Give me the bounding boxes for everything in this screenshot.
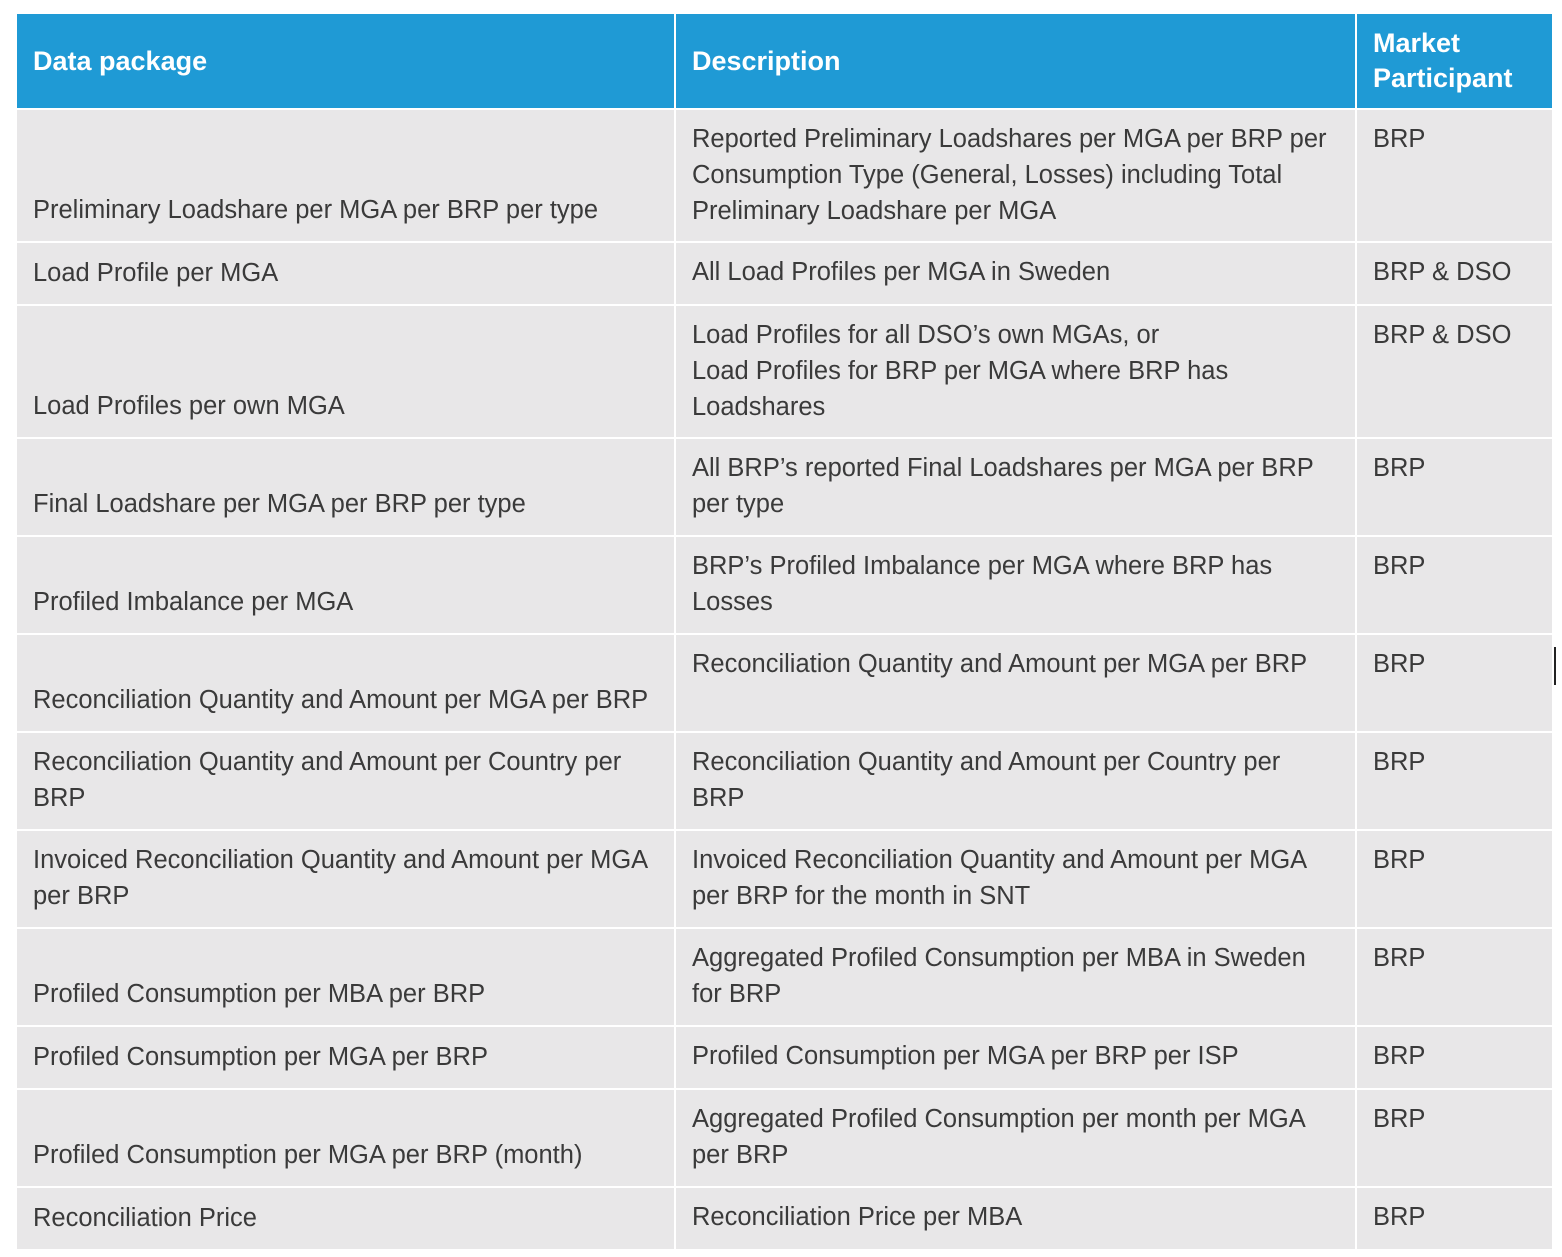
participant-cell: BRP bbox=[1355, 927, 1552, 1026]
header-description: Description bbox=[674, 14, 1356, 109]
table-row: Profiled Consumption per MBA per BRP Agg… bbox=[17, 927, 1552, 1026]
table-row: Profiled Consumption per MGA per BRP (mo… bbox=[17, 1088, 1552, 1187]
participant-cell: BRP bbox=[1355, 437, 1552, 536]
package-cell: Load Profiles per own MGA bbox=[17, 304, 675, 438]
header-market-participant: Market Participant bbox=[1355, 14, 1552, 109]
participant-cell: BRP bbox=[1355, 731, 1552, 830]
package-cell: Reconciliation Quantity and Amount per C… bbox=[17, 731, 675, 830]
data-package-table: Data package Description Market Particip… bbox=[17, 14, 1552, 1249]
table-row: Final Loadshare per MGA per BRP per type… bbox=[17, 437, 1552, 536]
table-row: Reconciliation Quantity and Amount per M… bbox=[17, 633, 1552, 732]
table-row: Invoiced Reconciliation Quantity and Amo… bbox=[17, 829, 1552, 928]
participant-cell: BRP bbox=[1355, 1088, 1552, 1187]
package-cell: Final Loadshare per MGA per BRP per type bbox=[17, 437, 675, 536]
table-row: Load Profile per MGA All Load Profiles p… bbox=[17, 241, 1552, 305]
table-row: Profiled Consumption per MGA per BRP Pro… bbox=[17, 1025, 1552, 1089]
package-cell: Reconciliation Price bbox=[17, 1186, 675, 1249]
table-row: Reconciliation Price Reconciliation Pric… bbox=[17, 1186, 1552, 1249]
package-cell: Load Profile per MGA bbox=[17, 241, 675, 305]
description-cell: Load Profiles for all DSO’s own MGAs, or… bbox=[674, 304, 1356, 438]
description-cell: Reconciliation Price per MBA bbox=[674, 1186, 1356, 1249]
description-cell: Aggregated Profiled Consumption per MBA … bbox=[674, 927, 1356, 1026]
table-row: Profiled Imbalance per MGA BRP’s Profile… bbox=[17, 535, 1552, 634]
participant-cell: BRP bbox=[1355, 1186, 1552, 1249]
description-cell: Profiled Consumption per MGA per BRP per… bbox=[674, 1025, 1356, 1089]
participant-cell: BRP bbox=[1355, 1025, 1552, 1089]
text-cursor bbox=[1554, 647, 1556, 685]
participant-cell: BRP & DSO bbox=[1355, 304, 1552, 438]
description-cell: All BRP’s reported Final Loadshares per … bbox=[674, 437, 1356, 536]
participant-cell: BRP & DSO bbox=[1355, 241, 1552, 305]
description-cell: Reconciliation Quantity and Amount per C… bbox=[674, 731, 1356, 830]
description-cell: Reconciliation Quantity and Amount per M… bbox=[674, 633, 1356, 732]
participant-cell: BRP bbox=[1355, 829, 1552, 928]
package-cell: Reconciliation Quantity and Amount per M… bbox=[17, 633, 675, 732]
participant-cell: BRP bbox=[1355, 108, 1552, 242]
description-cell: Aggregated Profiled Consumption per mont… bbox=[674, 1088, 1356, 1187]
package-cell: Invoiced Reconciliation Quantity and Amo… bbox=[17, 829, 675, 928]
package-cell: Preliminary Loadshare per MGA per BRP pe… bbox=[17, 108, 675, 242]
participant-cell: BRP bbox=[1355, 633, 1552, 732]
participant-cell: BRP bbox=[1355, 535, 1552, 634]
description-cell: Reported Preliminary Loadshares per MGA … bbox=[674, 108, 1356, 242]
table-header-row: Data package Description Market Particip… bbox=[17, 14, 1552, 109]
description-cell: BRP’s Profiled Imbalance per MGA where B… bbox=[674, 535, 1356, 634]
package-cell: Profiled Imbalance per MGA bbox=[17, 535, 675, 634]
table-row: Load Profiles per own MGA Load Profiles … bbox=[17, 304, 1552, 438]
header-data-package: Data package bbox=[17, 14, 675, 109]
table-row: Reconciliation Quantity and Amount per C… bbox=[17, 731, 1552, 830]
package-cell: Profiled Consumption per MGA per BRP bbox=[17, 1025, 675, 1089]
package-cell: Profiled Consumption per MBA per BRP bbox=[17, 927, 675, 1026]
description-cell: All Load Profiles per MGA in Sweden bbox=[674, 241, 1356, 305]
table-row: Preliminary Loadshare per MGA per BRP pe… bbox=[17, 108, 1552, 242]
description-cell: Invoiced Reconciliation Quantity and Amo… bbox=[674, 829, 1356, 928]
package-cell: Profiled Consumption per MGA per BRP (mo… bbox=[17, 1088, 675, 1187]
